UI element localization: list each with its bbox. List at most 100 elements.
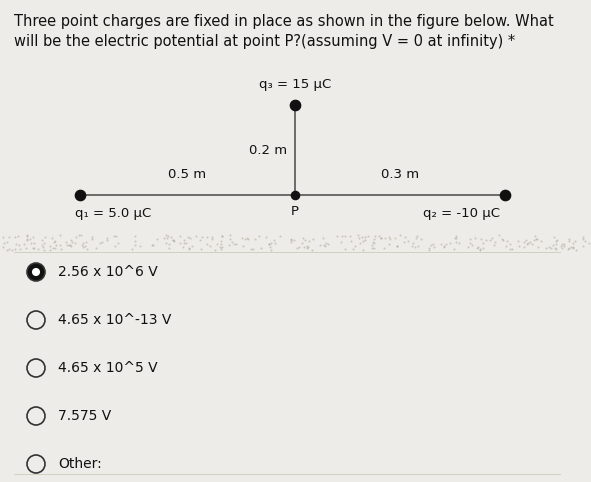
Point [87, 233, 97, 241]
Point [473, 243, 483, 251]
Point [345, 232, 355, 240]
Point [217, 241, 226, 248]
Point [303, 244, 312, 252]
Point [61, 239, 70, 246]
Point [14, 241, 23, 248]
Point [167, 234, 176, 241]
Point [91, 245, 100, 253]
Point [275, 233, 285, 241]
Point [269, 237, 279, 244]
Point [564, 235, 573, 242]
Point [76, 231, 85, 239]
Point [290, 191, 300, 199]
Point [370, 239, 379, 247]
Point [241, 235, 250, 243]
Text: q₂ = -10 μC: q₂ = -10 μC [423, 207, 500, 220]
Point [30, 244, 39, 252]
Point [495, 231, 504, 239]
Point [379, 244, 389, 252]
Point [451, 239, 460, 246]
Point [210, 246, 220, 254]
Point [131, 232, 140, 240]
Point [300, 236, 310, 244]
Point [297, 239, 307, 246]
Point [103, 236, 112, 244]
Point [465, 235, 475, 243]
Point [569, 243, 578, 251]
Point [551, 240, 560, 247]
Point [10, 246, 20, 254]
Point [505, 245, 514, 253]
Point [536, 237, 545, 244]
Point [413, 232, 422, 240]
Point [181, 239, 190, 246]
Point [470, 234, 480, 241]
Point [487, 234, 496, 242]
Point [51, 241, 60, 249]
Point [248, 246, 258, 254]
Point [225, 241, 234, 249]
Point [557, 242, 566, 250]
Point [75, 191, 85, 199]
Point [230, 241, 239, 248]
Point [161, 239, 171, 247]
Point [63, 241, 72, 249]
Point [319, 234, 328, 241]
Point [0, 239, 9, 246]
Point [532, 235, 541, 242]
Point [243, 235, 253, 242]
Point [38, 243, 48, 251]
Point [136, 242, 145, 250]
Point [557, 240, 567, 247]
Point [217, 232, 227, 240]
Point [289, 236, 298, 243]
Point [169, 237, 178, 245]
Point [482, 237, 491, 244]
Point [231, 241, 241, 248]
Point [22, 231, 31, 239]
Point [367, 244, 376, 252]
Point [294, 243, 303, 251]
Point [265, 243, 274, 251]
Point [337, 232, 346, 240]
Point [165, 240, 174, 248]
Point [51, 237, 60, 244]
Point [302, 241, 311, 249]
Point [82, 245, 92, 253]
Point [410, 243, 420, 251]
Point [467, 241, 476, 249]
Point [45, 241, 54, 249]
Point [25, 235, 35, 243]
Point [363, 232, 373, 240]
Point [527, 241, 537, 248]
Point [152, 235, 161, 242]
Point [70, 239, 80, 247]
Point [162, 234, 171, 241]
Point [332, 233, 342, 241]
Point [376, 234, 386, 241]
Point [28, 244, 38, 252]
Point [355, 234, 364, 241]
Text: 0.2 m: 0.2 m [249, 144, 287, 157]
Point [530, 236, 539, 244]
Point [287, 236, 296, 244]
Text: Other:: Other: [58, 457, 102, 471]
Point [148, 241, 157, 249]
Point [164, 232, 173, 240]
Point [428, 240, 437, 248]
Point [14, 232, 23, 240]
Point [502, 238, 512, 245]
Point [547, 244, 556, 252]
Point [307, 246, 317, 254]
Point [77, 241, 87, 248]
Point [560, 242, 569, 250]
Text: 0.5 m: 0.5 m [168, 168, 207, 181]
Point [545, 243, 554, 251]
Point [361, 233, 370, 241]
Circle shape [32, 268, 40, 276]
Point [500, 191, 509, 199]
Point [357, 233, 366, 241]
Point [514, 237, 523, 245]
Point [385, 235, 395, 243]
Text: Three point charges are fixed in place as shown in the figure below. What: Three point charges are fixed in place a… [14, 14, 554, 29]
